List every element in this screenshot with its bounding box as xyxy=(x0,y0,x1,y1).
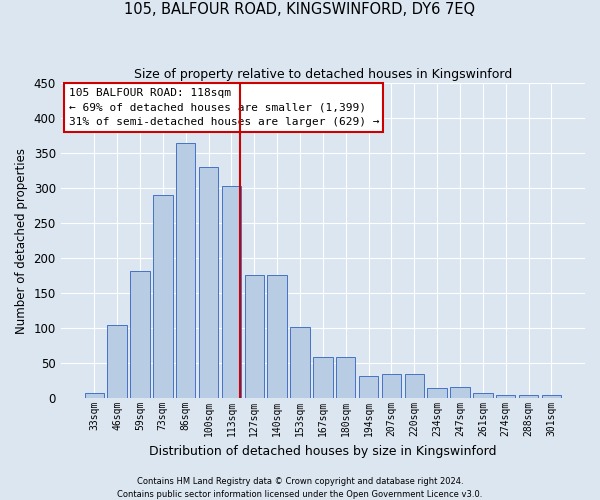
Bar xyxy=(268,275,287,398)
Bar xyxy=(382,374,401,398)
Bar xyxy=(85,392,104,398)
Bar xyxy=(336,357,355,398)
Bar xyxy=(313,357,332,398)
Bar xyxy=(450,387,470,398)
Bar xyxy=(130,272,149,398)
Bar xyxy=(473,393,493,398)
Bar xyxy=(290,328,310,398)
X-axis label: Distribution of detached houses by size in Kingswinford: Distribution of detached houses by size … xyxy=(149,444,497,458)
Bar xyxy=(519,394,538,398)
Bar xyxy=(427,388,447,398)
Bar xyxy=(107,326,127,398)
Bar xyxy=(359,376,378,398)
Bar xyxy=(221,186,241,398)
Y-axis label: Number of detached properties: Number of detached properties xyxy=(15,148,28,334)
Text: 105, BALFOUR ROAD, KINGSWINFORD, DY6 7EQ: 105, BALFOUR ROAD, KINGSWINFORD, DY6 7EQ xyxy=(124,2,476,18)
Bar xyxy=(496,394,515,398)
Bar xyxy=(542,396,561,398)
Bar xyxy=(153,195,173,398)
Bar xyxy=(176,142,196,398)
Bar xyxy=(404,374,424,398)
Text: 105 BALFOUR ROAD: 118sqm
← 69% of detached houses are smaller (1,399)
31% of sem: 105 BALFOUR ROAD: 118sqm ← 69% of detach… xyxy=(68,88,379,128)
Title: Size of property relative to detached houses in Kingswinford: Size of property relative to detached ho… xyxy=(134,68,512,80)
Bar xyxy=(245,275,264,398)
Bar xyxy=(199,167,218,398)
Text: Contains HM Land Registry data © Crown copyright and database right 2024.
Contai: Contains HM Land Registry data © Crown c… xyxy=(118,478,482,499)
